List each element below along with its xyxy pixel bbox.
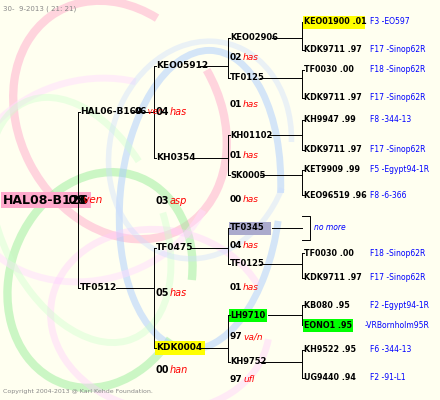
Text: KDK9711 .97: KDK9711 .97 (304, 46, 362, 54)
Bar (303, 318, 353, 332)
Text: TF0512: TF0512 (80, 284, 117, 292)
Text: KET9909 .99: KET9909 .99 (304, 166, 360, 174)
Text: has: has (243, 150, 259, 160)
Bar (303, 16, 365, 28)
Text: EONO1 .95: EONO1 .95 (304, 320, 352, 330)
Text: 30-  9-2013 ( 21: 21): 30- 9-2013 ( 21: 21) (3, 6, 76, 12)
Text: 01: 01 (230, 100, 242, 109)
Bar (229, 222, 271, 234)
Text: F17 -Sinop62R: F17 -Sinop62R (370, 46, 425, 54)
Text: TF0125: TF0125 (230, 74, 265, 82)
Text: has: has (243, 195, 259, 204)
Text: TF0030 .00: TF0030 .00 (304, 248, 354, 258)
Text: 03: 03 (156, 196, 169, 206)
Text: KH0354: KH0354 (156, 154, 196, 162)
Text: TF0475: TF0475 (156, 244, 194, 252)
Text: Copyright 2004-2013 @ Karl Kehde Foundation.: Copyright 2004-2013 @ Karl Kehde Foundat… (3, 389, 153, 394)
Text: F2 -Egypt94-1R: F2 -Egypt94-1R (370, 300, 429, 310)
Text: 00: 00 (156, 365, 169, 375)
Text: F17 -Sinop62R: F17 -Sinop62R (370, 146, 425, 154)
Text: HAL06-B169: HAL06-B169 (80, 108, 142, 116)
Text: 01: 01 (230, 150, 242, 160)
Text: KH01102: KH01102 (230, 130, 272, 140)
Text: 04: 04 (156, 107, 169, 117)
Text: KH9752: KH9752 (230, 358, 267, 366)
Text: han: han (170, 365, 188, 375)
Text: KDK9711 .97: KDK9711 .97 (304, 146, 362, 154)
Text: F18 -Sinop62R: F18 -Sinop62R (370, 66, 425, 74)
Text: TF0125: TF0125 (230, 260, 265, 268)
Text: KDK9711 .97: KDK9711 .97 (304, 274, 362, 282)
Text: 05: 05 (156, 288, 169, 298)
Text: has: has (243, 54, 259, 62)
Text: SK0005: SK0005 (230, 170, 265, 180)
Text: has: has (243, 242, 259, 250)
Text: F3 -EO597: F3 -EO597 (370, 18, 410, 26)
Text: KH9522 .95: KH9522 .95 (304, 346, 356, 354)
Text: F8 -6-366: F8 -6-366 (370, 190, 407, 200)
Bar (229, 308, 267, 322)
Text: UG9440 .94: UG9440 .94 (304, 374, 356, 382)
Text: has: has (243, 100, 259, 109)
Text: 02: 02 (230, 54, 242, 62)
Text: ven: ven (80, 195, 103, 205)
Bar (1, 192, 91, 208)
Text: F5 -Egypt94-1R: F5 -Egypt94-1R (370, 166, 429, 174)
Text: F17 -Sinop62R: F17 -Sinop62R (370, 274, 425, 282)
Text: 06: 06 (135, 108, 147, 116)
Text: ufl: ufl (243, 376, 254, 384)
Text: has: has (170, 288, 187, 298)
Text: F8 -344-13: F8 -344-13 (370, 116, 411, 124)
Text: ven: ven (145, 108, 163, 116)
Text: KB080 .95: KB080 .95 (304, 300, 350, 310)
Text: KDK9711 .97: KDK9711 .97 (304, 94, 362, 102)
Text: HAL08-B126: HAL08-B126 (3, 194, 89, 206)
Text: TF0030 .00: TF0030 .00 (304, 66, 354, 74)
Text: F17 -Sinop62R: F17 -Sinop62R (370, 94, 425, 102)
Text: 01: 01 (230, 283, 242, 292)
Text: has: has (170, 107, 187, 117)
Text: va/n: va/n (243, 332, 263, 341)
Text: KEO02906: KEO02906 (230, 34, 278, 42)
Text: 08: 08 (64, 194, 86, 206)
Text: KH9947 .99: KH9947 .99 (304, 116, 356, 124)
Text: KEO01900 .01: KEO01900 .01 (304, 18, 367, 26)
Text: F6 -344-13: F6 -344-13 (370, 346, 411, 354)
Text: -VRBornholm95R: -VRBornholm95R (365, 320, 430, 330)
Text: asp: asp (170, 196, 187, 206)
Text: F2 -91-L1: F2 -91-L1 (370, 374, 406, 382)
Text: 04: 04 (230, 242, 242, 250)
Text: TF0345: TF0345 (230, 224, 265, 232)
Text: KEO05912: KEO05912 (156, 62, 208, 70)
Text: F18 -Sinop62R: F18 -Sinop62R (370, 248, 425, 258)
Bar (155, 341, 205, 355)
Text: LH9710: LH9710 (230, 310, 265, 320)
Text: no more: no more (314, 224, 346, 232)
Text: KDK0004: KDK0004 (156, 344, 202, 352)
Text: has: has (243, 283, 259, 292)
Text: 97: 97 (230, 376, 243, 384)
Text: 00: 00 (230, 195, 242, 204)
Text: 97: 97 (230, 332, 243, 341)
Text: KEO96519 .96: KEO96519 .96 (304, 190, 367, 200)
